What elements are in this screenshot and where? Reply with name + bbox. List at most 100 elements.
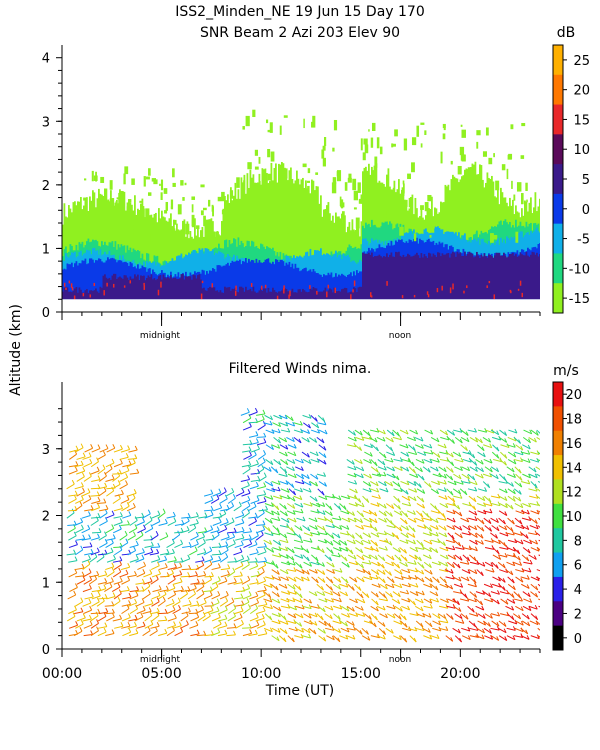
wind-barb [187,593,196,600]
wind-barb [278,547,288,552]
wind-barb [294,635,304,639]
wind-barb [445,576,455,580]
wind-barb [302,481,312,486]
wind-barb [460,613,469,620]
wind-barb [522,473,531,479]
wind-barb [324,554,332,562]
wind-barb [180,615,189,622]
winds-colorbar-tick: 4 [574,583,582,598]
wind-barb [439,583,449,589]
wind-barb [301,473,310,480]
wind-barb [309,495,318,502]
wind-barb [280,459,289,466]
snr-colorbar-swatch [553,223,563,254]
wind-barb [83,624,93,629]
wind-barb [81,515,91,519]
wind-barb [235,522,245,526]
wind-barb [74,521,83,526]
wind-barb [151,521,161,526]
wind-barb [408,444,416,452]
wind-barb [301,635,311,639]
wind-barb [498,539,507,547]
wind-barb [346,510,355,517]
wind-barb [121,603,131,607]
wind-barb [303,561,312,567]
wind-barb [513,458,523,463]
wind-barb [370,569,380,576]
wind-barb [452,598,460,606]
wind-barb [468,620,477,628]
wind-barb [311,576,319,584]
wind-barb [234,610,244,615]
wind-barb [265,444,274,450]
wind-barb [475,466,484,473]
wind-barb [341,517,351,523]
wind-barb [84,552,94,556]
wind-barb [279,627,288,635]
winds-title: Filtered Winds nima. [229,361,372,377]
wind-barb [515,576,524,583]
wind-barb [537,451,540,455]
winds-xtick-label: 15:00 [341,666,381,682]
wind-barb [295,576,304,582]
wind-barb [144,603,154,607]
wind-barb [120,589,130,593]
wind-barb [242,426,252,431]
wind-barb [393,488,403,492]
snr-colorbar-unit: dB [557,25,576,41]
wind-barb [294,620,302,627]
wind-barb [311,503,321,508]
wind-barb [386,466,395,472]
wind-barb [446,605,456,609]
wind-barb [423,598,433,604]
wind-barb [460,576,470,582]
wind-barb [83,462,92,468]
wind-barb [498,495,508,502]
wind-barb [406,510,416,515]
wind-barb [180,575,190,578]
wind-barb [370,539,378,547]
wind-barb [339,539,348,546]
wind-barb [415,547,425,550]
wind-barb [364,451,373,457]
wind-barb [302,605,312,610]
snr-colorbar-tick: -10 [569,262,590,277]
wind-barb [286,458,296,464]
wind-barb [326,561,335,568]
wind-barb [256,594,266,600]
wind-barb [522,605,532,611]
wind-barb [197,615,206,622]
wind-barb [438,466,447,473]
wind-barb [475,532,484,539]
wind-barb [414,466,423,473]
wind-barb [76,617,86,622]
wind-barb [279,539,289,544]
wind-barb [379,583,388,590]
wind-barb [310,532,320,536]
wind-barb [356,569,365,574]
wind-barb [285,414,294,422]
wind-barb [430,436,440,443]
wind-barb [499,591,509,595]
wind-barb [455,620,465,624]
wind-barb [256,571,265,578]
wind-barb [225,601,235,607]
wind-barb [235,558,244,563]
wind-barb [493,458,502,463]
wind-barb [528,532,538,536]
wind-barb [417,525,426,529]
wind-barb [197,530,207,534]
winds-colorbar-swatch [553,576,563,602]
wind-barb [97,574,107,578]
wind-barb [158,632,167,637]
wind-barb [151,559,160,563]
wind-barb [370,547,379,553]
wind-barb [416,613,425,618]
wind-barb [264,503,274,507]
wind-barb [167,617,177,622]
wind-barb [286,510,296,515]
wind-barb [408,554,418,560]
wind-barb [90,470,100,475]
wind-barb [235,514,244,519]
wind-barb [422,627,431,633]
